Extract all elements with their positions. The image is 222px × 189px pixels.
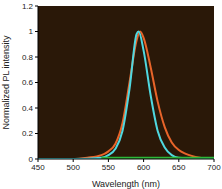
svg-text:650: 650 bbox=[172, 163, 186, 172]
svg-text:0.8: 0.8 bbox=[22, 53, 34, 62]
svg-text:0.2: 0.2 bbox=[22, 129, 34, 138]
svg-text:450: 450 bbox=[31, 163, 45, 172]
svg-text:0: 0 bbox=[29, 155, 34, 164]
svg-text:550: 550 bbox=[102, 163, 116, 172]
svg-text:600: 600 bbox=[137, 163, 151, 172]
svg-text:1.2: 1.2 bbox=[22, 2, 34, 11]
svg-text:500: 500 bbox=[67, 163, 81, 172]
svg-text:0.6: 0.6 bbox=[22, 78, 34, 87]
svg-text:1: 1 bbox=[29, 27, 34, 36]
svg-text:Normalized PL intensity: Normalized PL intensity bbox=[8, 35, 11, 130]
svg-text:Wavelength (nm): Wavelength (nm) bbox=[92, 179, 160, 189]
svg-text:700: 700 bbox=[207, 163, 214, 172]
svg-text:0.4: 0.4 bbox=[22, 104, 34, 113]
